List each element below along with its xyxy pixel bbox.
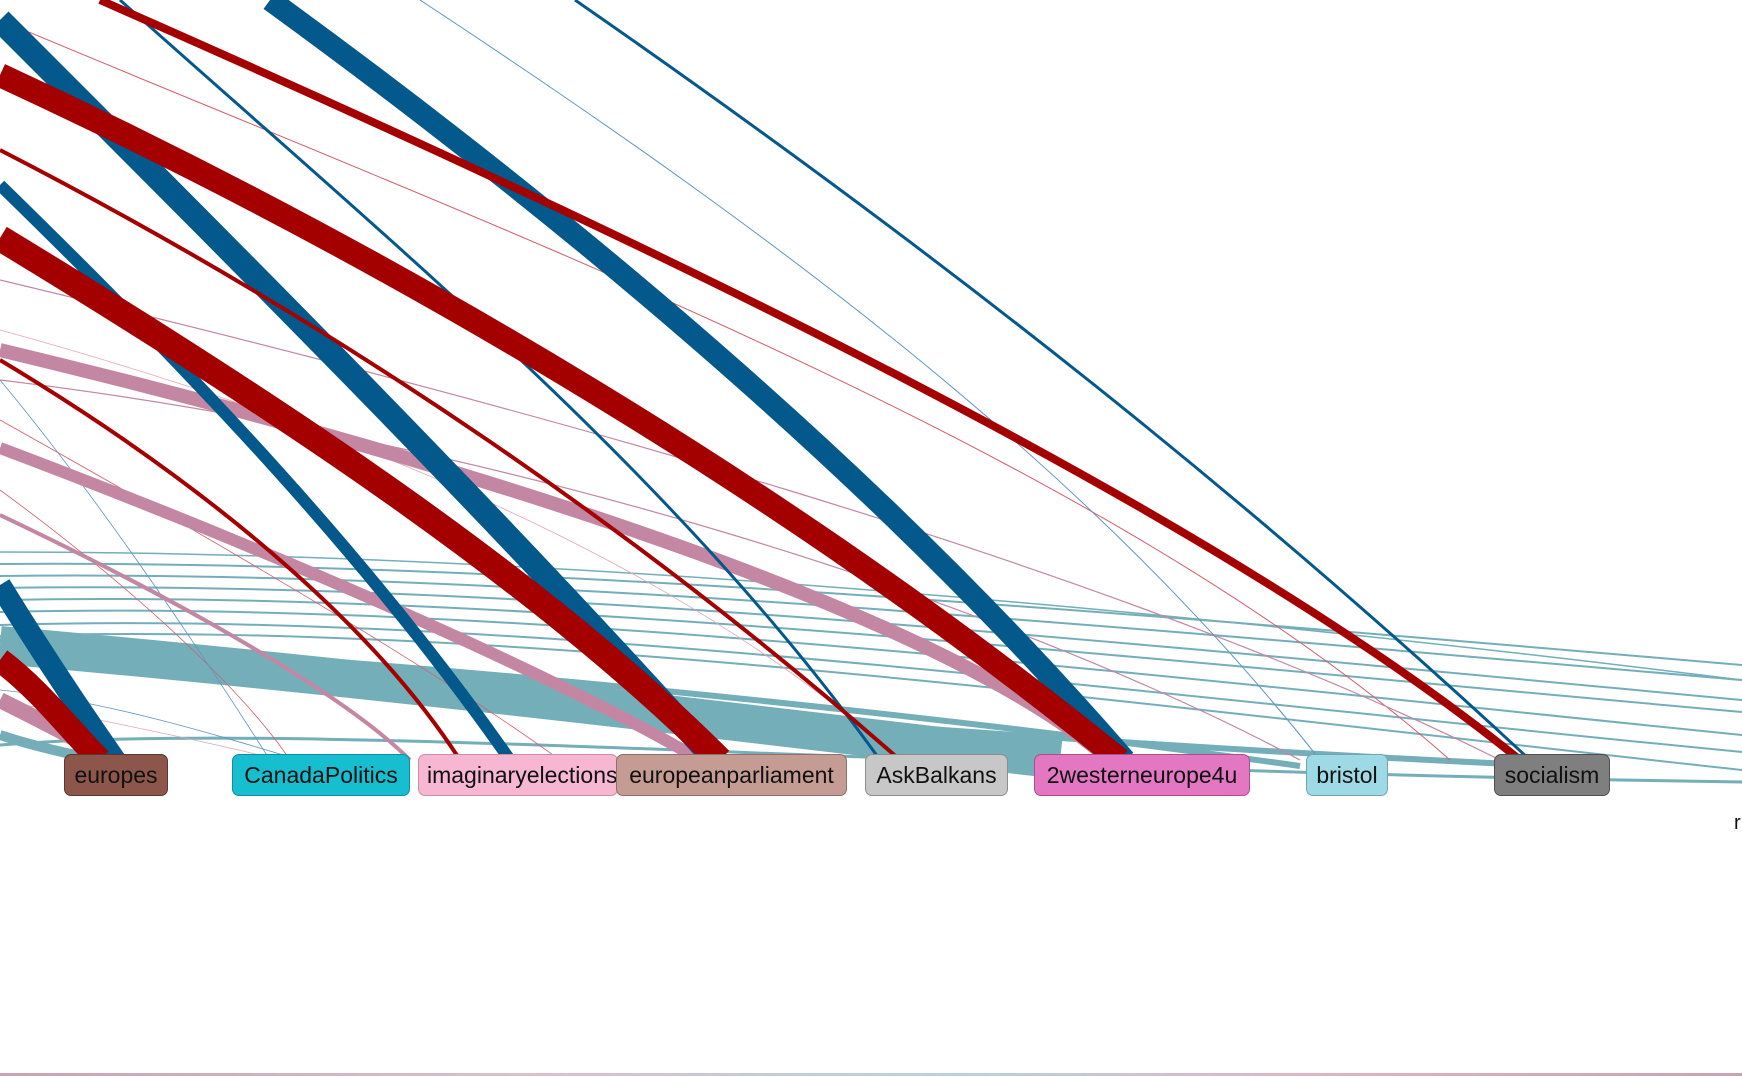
edge-red (0, 148, 902, 762)
node-canadapolitics[interactable]: CanadaPolitics (232, 754, 410, 796)
offscreen-node-label-fragment: r (1734, 812, 1741, 834)
edge-blue (0, 579, 125, 767)
edge-red (98, 0, 1523, 764)
edge-teal (0, 586, 1742, 701)
edge-thin-blue (0, 379, 271, 761)
node-bristol[interactable]: bristol (1306, 754, 1388, 796)
edge-teal (0, 551, 1742, 681)
edge-thin-red (0, 279, 1501, 761)
node-imaginaryelections[interactable]: imaginaryelections (418, 754, 618, 796)
edge-teal (0, 597, 1742, 713)
node-2westerneurope4u[interactable]: 2westerneurope4u (1034, 754, 1250, 796)
edge-thin-red (0, 329, 901, 761)
node-askbalkans[interactable]: AskBalkans (865, 754, 1008, 796)
edge-red-thick (0, 226, 730, 770)
edge-thin-blue (419, 0, 1321, 761)
edge-teal (0, 622, 1742, 753)
edge-blue (119, 0, 882, 761)
edge-thin-red (0, 419, 561, 761)
edge-blue (574, 0, 1532, 762)
edge-red (0, 650, 109, 769)
edge-thin-red (0, 19, 1451, 761)
edge-pink (0, 442, 704, 766)
node-europes[interactable]: europes (64, 754, 168, 796)
edge-teal-thick (0, 626, 1063, 779)
edge-red-thick (0, 64, 1128, 770)
node-europeanparliament[interactable]: europeanparliament (616, 754, 847, 796)
edge-pink (0, 513, 412, 762)
edge-blue-thick (263, 0, 1134, 768)
edge-thin-red (0, 489, 291, 761)
edge-red (0, 358, 462, 762)
bottom-edge-strip (0, 1073, 1742, 1076)
node-socialism[interactable]: socialism (1494, 754, 1610, 796)
edge-blue (0, 180, 515, 764)
